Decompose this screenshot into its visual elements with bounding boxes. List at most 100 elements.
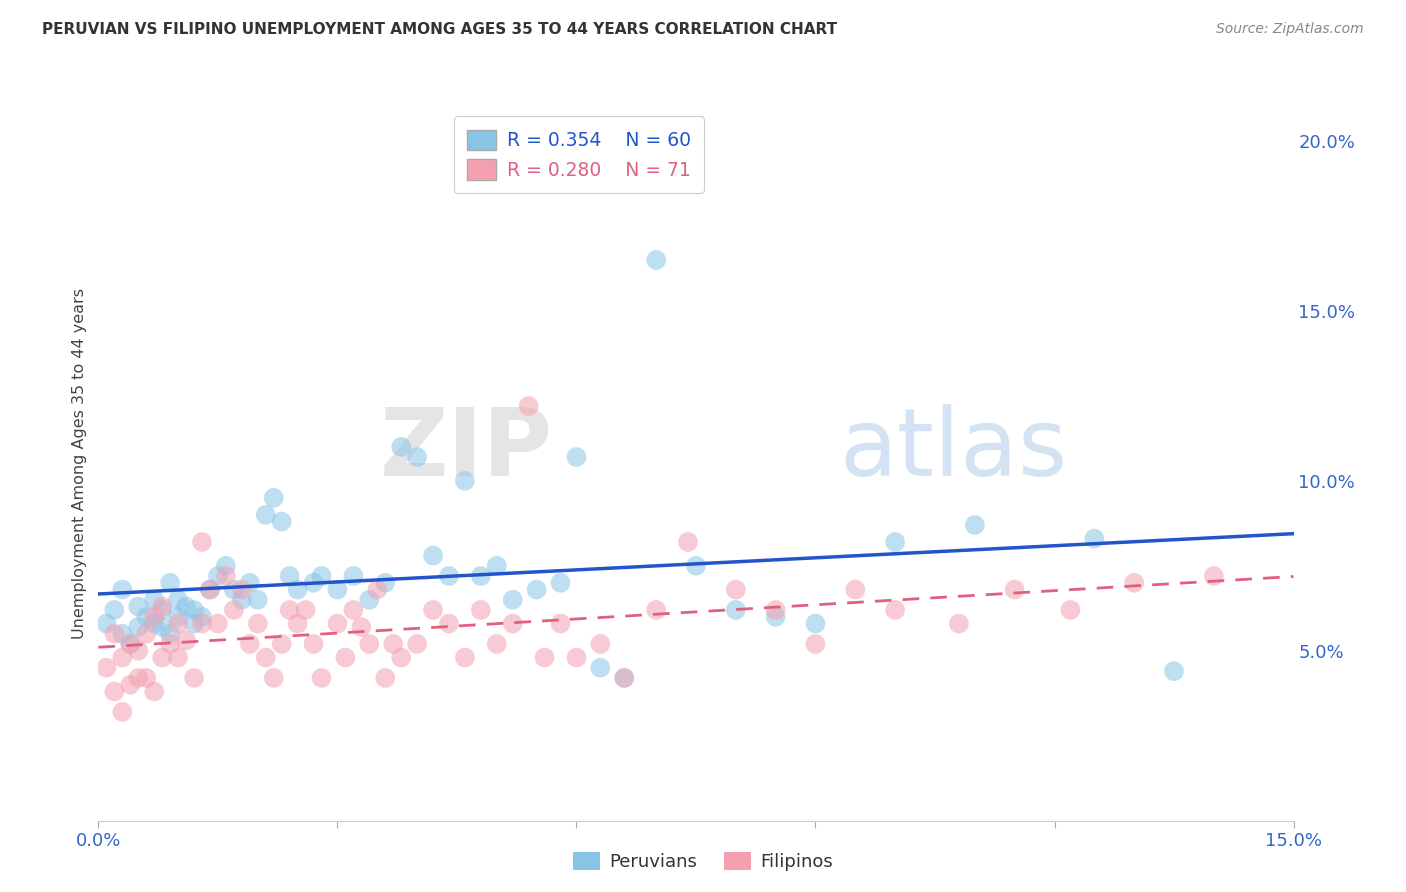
Point: [239, 637, 262, 651]
Point: [406, 450, 429, 464]
Y-axis label: Unemployment Among Ages 35 to 44 years: Unemployment Among Ages 35 to 44 years: [72, 288, 87, 640]
Point: [1059, 603, 1081, 617]
Point: [382, 637, 405, 651]
Point: [389, 650, 412, 665]
Point: [278, 569, 301, 583]
Point: [311, 569, 333, 583]
Point: [159, 637, 181, 651]
Point: [127, 620, 149, 634]
Point: [963, 518, 986, 533]
Point: [246, 616, 269, 631]
Point: [342, 603, 364, 617]
Point: [127, 671, 149, 685]
Text: ZIP: ZIP: [380, 403, 553, 496]
Point: [263, 491, 285, 505]
Point: [302, 575, 325, 590]
Point: [565, 450, 588, 464]
Point: [804, 637, 827, 651]
Point: [167, 609, 190, 624]
Point: [884, 603, 907, 617]
Point: [526, 582, 548, 597]
Point: [422, 603, 444, 617]
Point: [1004, 582, 1026, 597]
Point: [198, 582, 221, 597]
Point: [613, 671, 636, 685]
Legend: Peruvians, Filipinos: Peruvians, Filipinos: [565, 845, 841, 879]
Point: [517, 399, 540, 413]
Point: [804, 616, 827, 631]
Point: [302, 637, 325, 651]
Point: [207, 569, 229, 583]
Point: [167, 616, 190, 631]
Point: [96, 616, 118, 631]
Point: [159, 575, 181, 590]
Point: [485, 637, 508, 651]
Point: [103, 603, 125, 617]
Point: [150, 620, 173, 634]
Point: [191, 616, 214, 631]
Point: [1202, 569, 1225, 583]
Point: [174, 599, 197, 614]
Point: [143, 616, 166, 631]
Point: [135, 626, 157, 640]
Point: [326, 582, 349, 597]
Point: [143, 684, 166, 698]
Point: [174, 633, 197, 648]
Point: [246, 592, 269, 607]
Point: [724, 582, 747, 597]
Point: [183, 603, 205, 617]
Point: [502, 592, 524, 607]
Point: [127, 644, 149, 658]
Point: [191, 535, 214, 549]
Point: [454, 650, 477, 665]
Point: [550, 575, 572, 590]
Point: [359, 592, 381, 607]
Point: [159, 626, 181, 640]
Point: [231, 592, 253, 607]
Point: [765, 603, 787, 617]
Point: [311, 671, 333, 685]
Point: [287, 582, 309, 597]
Point: [1083, 532, 1105, 546]
Point: [550, 616, 572, 631]
Point: [111, 626, 134, 640]
Point: [565, 650, 588, 665]
Point: [1123, 575, 1146, 590]
Point: [1163, 664, 1185, 678]
Point: [111, 650, 134, 665]
Legend: R = 0.354    N = 60, R = 0.280    N = 71: R = 0.354 N = 60, R = 0.280 N = 71: [454, 117, 704, 193]
Point: [613, 671, 636, 685]
Point: [350, 620, 373, 634]
Point: [222, 582, 245, 597]
Point: [231, 582, 253, 597]
Point: [389, 440, 412, 454]
Point: [485, 558, 508, 573]
Point: [254, 508, 277, 522]
Point: [326, 616, 349, 631]
Text: atlas: atlas: [839, 403, 1067, 496]
Point: [103, 626, 125, 640]
Point: [454, 474, 477, 488]
Point: [470, 569, 492, 583]
Point: [422, 549, 444, 563]
Point: [191, 609, 214, 624]
Point: [239, 575, 262, 590]
Point: [263, 671, 285, 685]
Point: [96, 661, 118, 675]
Point: [724, 603, 747, 617]
Point: [222, 603, 245, 617]
Point: [884, 535, 907, 549]
Point: [278, 603, 301, 617]
Point: [502, 616, 524, 631]
Point: [198, 582, 221, 597]
Point: [135, 671, 157, 685]
Point: [120, 678, 142, 692]
Point: [359, 637, 381, 651]
Point: [127, 599, 149, 614]
Point: [676, 535, 699, 549]
Point: [533, 650, 555, 665]
Point: [645, 603, 668, 617]
Point: [294, 603, 316, 617]
Point: [645, 252, 668, 267]
Point: [335, 650, 357, 665]
